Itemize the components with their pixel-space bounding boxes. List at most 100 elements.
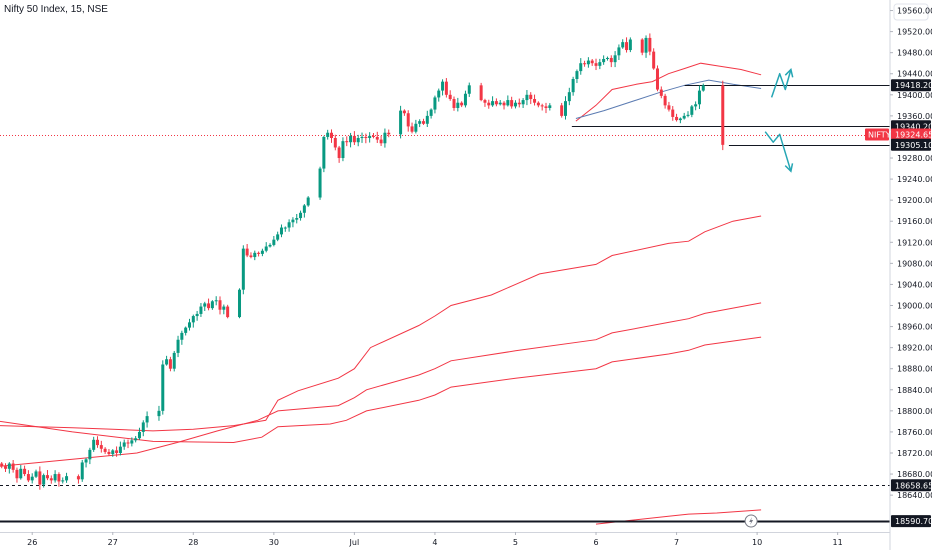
candle-body — [483, 100, 487, 103]
price-label-bg — [891, 479, 931, 492]
candle — [30, 473, 34, 484]
price-axis-bg — [890, 0, 932, 550]
candle — [257, 251, 261, 257]
envelope-line-2 — [0, 336, 762, 444]
candle — [675, 113, 679, 122]
candle — [529, 92, 533, 105]
candle — [721, 80, 725, 151]
price-label-text: 19324.65 — [895, 131, 932, 140]
candle — [414, 119, 418, 134]
candle-body — [433, 97, 437, 110]
candle-body — [441, 81, 445, 91]
candle — [536, 101, 540, 108]
candle-body — [402, 110, 406, 114]
candle — [571, 76, 575, 96]
candle — [579, 58, 583, 75]
candle-body — [15, 469, 19, 479]
candle — [609, 55, 613, 68]
candle-body — [491, 101, 495, 106]
candle — [560, 102, 564, 118]
candle-body — [567, 92, 571, 102]
candle — [15, 467, 19, 483]
candle-body — [111, 450, 115, 455]
candle-body — [61, 480, 65, 482]
candle — [172, 350, 176, 372]
candle-body — [456, 102, 460, 108]
price-label-text: 18658.65 — [895, 481, 932, 490]
price-label-bg — [891, 79, 931, 92]
candle — [318, 166, 322, 200]
candle — [23, 465, 27, 477]
candle-body — [103, 448, 107, 452]
candle-body — [107, 451, 111, 455]
candle-body — [613, 55, 617, 63]
candle-body — [498, 102, 502, 105]
candle — [694, 101, 698, 111]
candle-body — [214, 300, 218, 302]
candle — [356, 134, 360, 147]
candle-body — [671, 109, 675, 117]
candle — [425, 110, 429, 128]
candle-body — [594, 63, 598, 66]
candle — [306, 196, 310, 207]
candle — [590, 58, 594, 66]
candle-body — [176, 339, 180, 353]
candle — [145, 411, 149, 428]
candle — [61, 477, 65, 484]
candle — [379, 135, 383, 146]
price-label: 18590.70 — [891, 515, 932, 528]
candle — [491, 96, 495, 107]
candle — [598, 58, 602, 70]
candle-body — [345, 141, 349, 143]
candle — [49, 475, 53, 484]
candle — [387, 129, 391, 138]
candle-body — [295, 218, 299, 220]
candle-body — [34, 471, 38, 477]
candle — [11, 459, 15, 473]
time-tick-label: 4 — [432, 538, 437, 547]
candle — [602, 55, 606, 65]
candle-body — [187, 322, 191, 328]
candle — [613, 51, 617, 68]
time-tick-label: Jul — [349, 538, 360, 547]
candle — [226, 304, 230, 319]
candle — [283, 226, 287, 232]
candle — [333, 134, 337, 151]
candle-body — [617, 47, 621, 56]
candle-body — [425, 115, 429, 124]
price-tick-label: 18920.00 — [897, 344, 932, 353]
price-axis: 19560.00 19520.00 19480.00 19440.00 19400.00… — [865, 0, 932, 550]
candle — [0, 461, 4, 469]
candle — [34, 469, 38, 478]
envelope-lines — [0, 62, 762, 525]
arrow-up-head — [784, 67, 794, 78]
candle — [176, 335, 180, 358]
candle-body — [260, 250, 264, 254]
candle-body — [371, 135, 375, 137]
candle — [513, 100, 517, 109]
candle — [510, 96, 514, 109]
price-tick-label: 19560.00 — [897, 7, 932, 16]
candle — [659, 86, 663, 99]
candle — [567, 87, 571, 106]
candle-body — [88, 449, 92, 460]
time-tick-label: 30 — [269, 538, 279, 547]
candle-body — [690, 106, 694, 115]
candle-body — [513, 102, 517, 107]
candle — [368, 132, 372, 143]
candle-body — [118, 446, 122, 453]
time-tick-label: 5 — [513, 538, 518, 547]
candle-body — [510, 100, 514, 107]
candle-body — [222, 306, 226, 310]
candle-body — [253, 252, 257, 258]
candle-body — [533, 99, 537, 103]
price-label-text: 18590.70 — [895, 517, 932, 526]
candle — [299, 210, 303, 221]
candle — [498, 100, 502, 106]
candle-body — [126, 442, 130, 444]
candle-body — [49, 478, 53, 481]
candle — [92, 436, 96, 452]
candle — [42, 473, 46, 488]
candle — [463, 90, 467, 108]
